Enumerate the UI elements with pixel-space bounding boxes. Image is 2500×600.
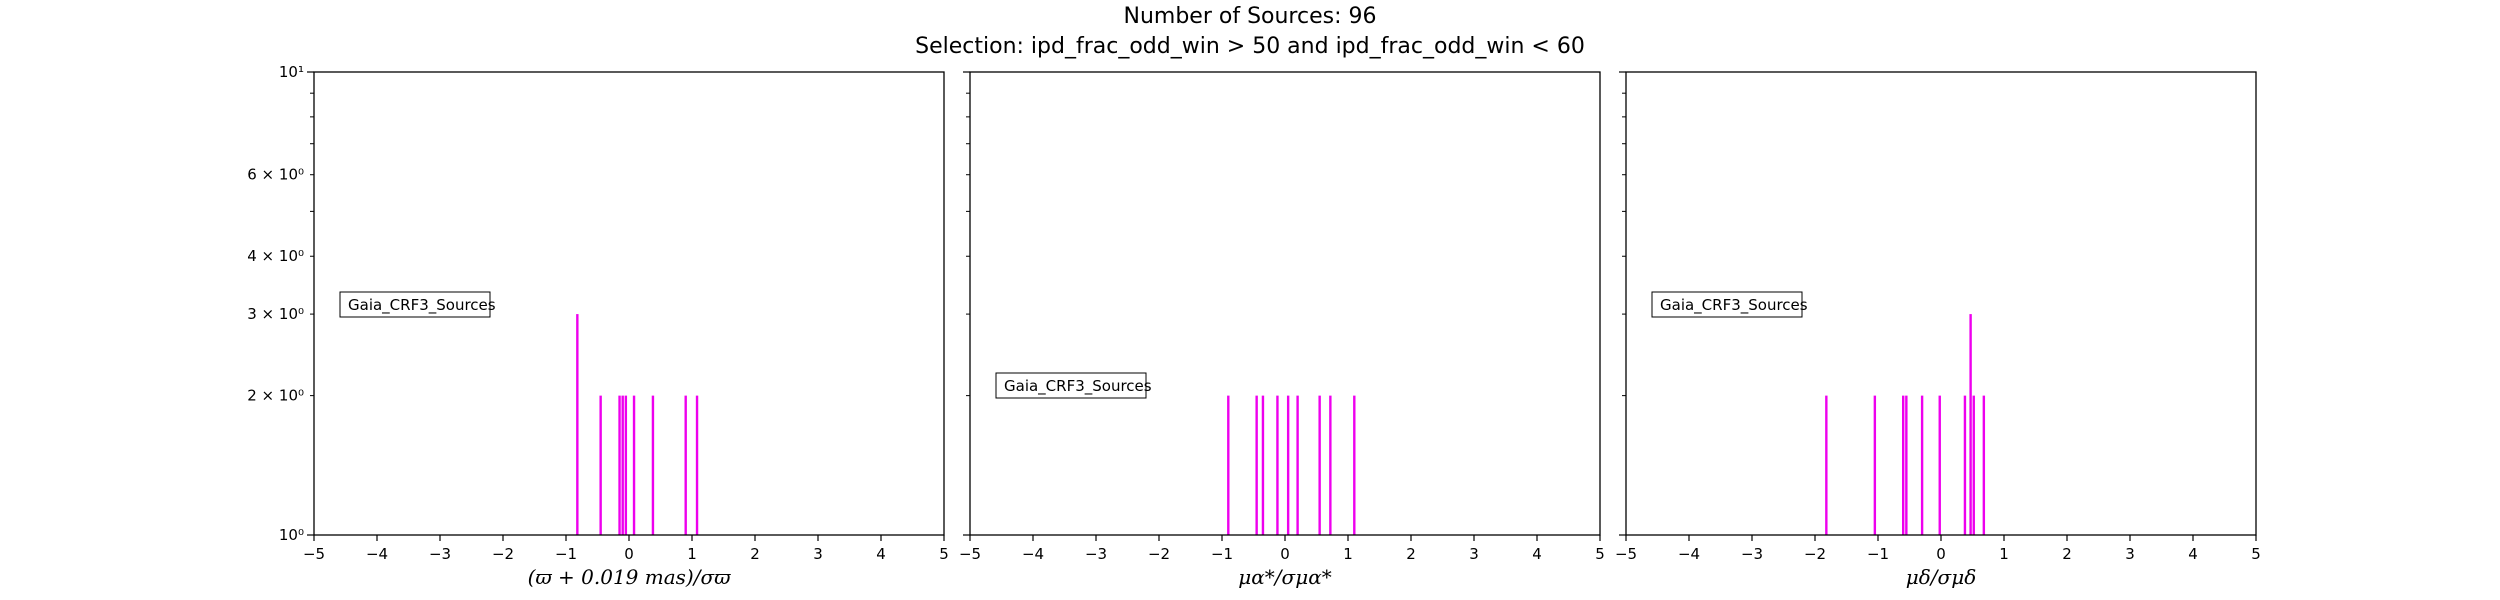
- x-tick-label: 3: [1469, 545, 1479, 563]
- x-tick-label: 4: [1532, 545, 1542, 563]
- y-tick-label: 2 × 10⁰: [247, 387, 304, 405]
- y-tick-label: 6 × 10⁰: [247, 166, 304, 184]
- bar: [624, 395, 628, 535]
- bar: [1905, 395, 1908, 535]
- x-tick-label: −2: [1804, 545, 1826, 563]
- x-tick-label: 3: [2125, 545, 2135, 563]
- x-axis-label: (ϖ + 0.019 mas)/σϖ: [528, 565, 732, 589]
- y-tick-label: 10¹: [279, 63, 304, 81]
- x-axis-label: μα*/σμα*: [1238, 565, 1331, 589]
- bar: [1938, 395, 1941, 535]
- bar: [1902, 395, 1905, 535]
- x-tick-label: −1: [555, 545, 577, 563]
- x-tick-label: −2: [1148, 545, 1170, 563]
- bar: [621, 395, 624, 535]
- bar: [632, 395, 636, 535]
- bar: [1982, 395, 1986, 535]
- figure-title: Number of Sources: 96: [1123, 4, 1377, 29]
- x-tick-label: −3: [429, 545, 451, 563]
- x-tick-label: 0: [1280, 545, 1290, 563]
- bar: [1318, 395, 1321, 535]
- bar: [1261, 395, 1265, 535]
- x-tick-label: 0: [624, 545, 634, 563]
- legend-box: [995, 372, 1147, 399]
- bar: [1920, 395, 1924, 535]
- x-tick-label: 4: [2188, 545, 2198, 563]
- figure-subtitle: Selection: ipd_frac_odd_win > 50 and ipd…: [915, 34, 1585, 59]
- bar: [1353, 395, 1356, 535]
- bar: [1286, 395, 1290, 535]
- x-tick-label: 5: [2251, 545, 2261, 563]
- legend-label: Gaia_CRF3_Sources: [1660, 296, 1808, 315]
- x-tick-label: 1: [1999, 545, 2009, 563]
- x-tick-label: −4: [1678, 545, 1700, 563]
- plot-frame-2: [969, 71, 1601, 536]
- bar: [1963, 395, 1967, 535]
- bar: [1227, 395, 1230, 535]
- x-tick-label: 2: [1406, 545, 1416, 563]
- x-tick-label: 5: [939, 545, 949, 563]
- bar: [1276, 395, 1279, 535]
- bar: [1296, 395, 1299, 535]
- legend-label: Gaia_CRF3_Sources: [348, 296, 496, 315]
- x-tick-label: 1: [1343, 545, 1353, 563]
- bar: [1255, 395, 1258, 535]
- x-tick-label: −2: [492, 545, 514, 563]
- x-tick-label: −4: [366, 545, 388, 563]
- bar: [651, 395, 655, 535]
- bar: [1969, 314, 1972, 535]
- y-tick-label: 10⁰: [279, 526, 304, 544]
- x-tick-label: −4: [1022, 545, 1044, 563]
- x-tick-label: −5: [303, 545, 325, 563]
- bar: [1825, 395, 1828, 535]
- x-tick-label: −1: [1867, 545, 1889, 563]
- y-tick-label: 4 × 10⁰: [247, 247, 304, 265]
- bar: [695, 395, 699, 535]
- bar: [1873, 395, 1877, 535]
- bar: [684, 395, 687, 535]
- x-tick-label: 4: [876, 545, 886, 563]
- x-tick-label: 1: [687, 545, 697, 563]
- bar: [599, 395, 602, 535]
- bar: [618, 395, 621, 535]
- y-tick-label: 3 × 10⁰: [247, 305, 304, 323]
- x-tick-label: −5: [1615, 545, 1637, 563]
- legend-box: [339, 291, 491, 318]
- x-tick-label: 2: [750, 545, 760, 563]
- x-tick-label: 5: [1595, 545, 1605, 563]
- bar: [1329, 395, 1332, 535]
- x-tick-label: 0: [1936, 545, 1946, 563]
- bar: [1972, 395, 1975, 535]
- x-tick-label: −3: [1741, 545, 1763, 563]
- x-tick-label: −3: [1085, 545, 1107, 563]
- bar: [576, 314, 579, 535]
- legend-label: Gaia_CRF3_Sources: [1004, 377, 1152, 396]
- x-tick-label: 2: [2062, 545, 2072, 563]
- x-tick-label: −1: [1211, 545, 1233, 563]
- legend-box: [1651, 291, 1803, 318]
- x-tick-label: −5: [959, 545, 981, 563]
- x-tick-label: 3: [813, 545, 823, 563]
- x-axis-label: μδ/σμδ: [1906, 565, 1976, 589]
